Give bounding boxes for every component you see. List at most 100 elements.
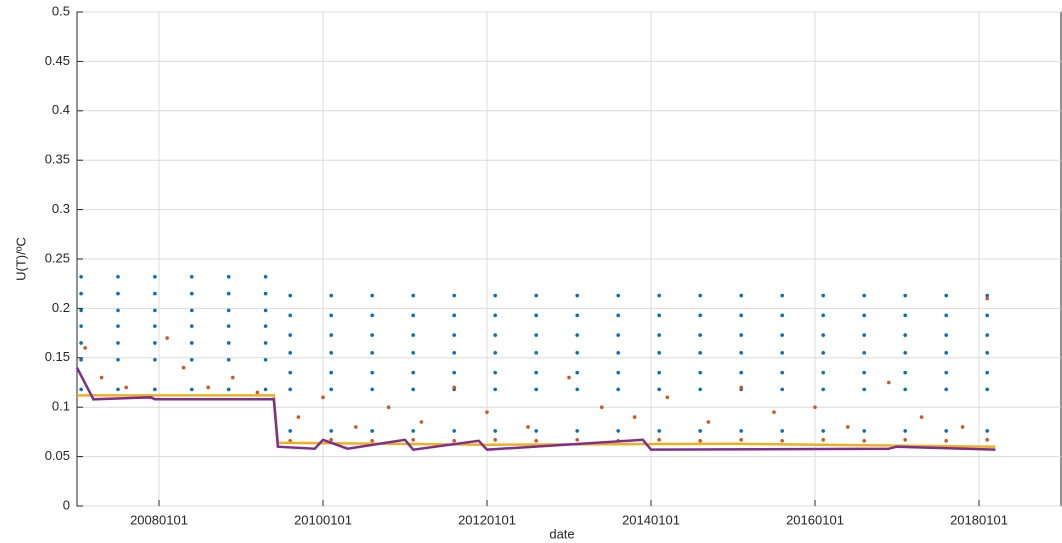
scatter-point [919, 415, 924, 419]
x-tick-label: 20100101 [294, 512, 352, 527]
scatter-point [944, 313, 948, 318]
y-tick-label: 0.05 [45, 448, 70, 463]
line [75, 367, 996, 452]
scatter-point [190, 274, 194, 279]
scatter-point [411, 313, 416, 318]
scatter-point [780, 333, 784, 337]
scatter-point [452, 351, 457, 355]
scatter-point [329, 351, 334, 355]
scatter-point [821, 293, 825, 298]
y-tick-label: 0 [63, 497, 70, 512]
scatter-point [116, 291, 120, 296]
scatter-point [944, 387, 948, 392]
scatter-point [79, 341, 83, 345]
scatter-point [493, 313, 498, 318]
scatter-point [698, 438, 702, 443]
scatter-point [79, 387, 83, 392]
scatter-point [79, 274, 83, 279]
scatter-point [616, 351, 620, 355]
scatter-point [862, 429, 866, 433]
scatter-point [903, 313, 907, 318]
scatter-point [903, 293, 907, 298]
scatter-point [575, 313, 579, 318]
scatter-point [263, 291, 268, 296]
scatter-point [411, 438, 416, 442]
scatter-point [452, 370, 457, 375]
scatter-point [79, 324, 83, 328]
scatter-point [567, 375, 571, 380]
scatter-point [226, 387, 231, 392]
scatter-point [452, 313, 457, 318]
scatter-point [79, 291, 83, 296]
scatter-point [255, 390, 260, 395]
scatter-point [452, 293, 457, 298]
scatter-point [780, 351, 784, 355]
scatter-point [616, 387, 620, 392]
scatter-point [153, 387, 157, 392]
scatter-point [153, 341, 157, 345]
scatter-point [165, 336, 169, 340]
scatter-point [739, 429, 743, 433]
scatter-point [862, 333, 866, 337]
scatter-point [190, 387, 194, 392]
scatter-point [985, 438, 989, 442]
scatter-point [944, 370, 948, 375]
scatter-point [780, 313, 784, 318]
x-tick-label: 20160101 [786, 512, 844, 527]
scatter-point [153, 308, 157, 313]
scatter-point [706, 420, 711, 424]
scatter-point [226, 274, 231, 279]
scatter-point [657, 293, 661, 298]
scatter-point [862, 370, 866, 375]
scatter-point [862, 438, 866, 443]
scatter-point [698, 429, 702, 433]
y-tick-label: 0.3 [52, 201, 70, 216]
scatter-point [862, 293, 866, 298]
scatter-point [698, 370, 702, 375]
scatter-point [632, 415, 637, 419]
scatter-point [739, 351, 743, 355]
scatter-point [288, 370, 293, 375]
scatter-point [534, 313, 538, 318]
scatter-point [206, 385, 210, 390]
scatter-point [288, 429, 293, 433]
scatter-point [739, 370, 743, 375]
scatter-point [226, 291, 231, 296]
y-tick-label: 0.4 [52, 102, 70, 117]
scatter-point [616, 370, 620, 375]
scatter-point [153, 324, 157, 328]
scatter-point [263, 274, 268, 279]
scatter-point [493, 387, 498, 392]
scatter-point [739, 385, 743, 390]
scatter-point [903, 438, 907, 442]
scatter-point [600, 405, 604, 410]
scatter-point [944, 438, 948, 443]
scatter-point [493, 293, 498, 298]
scatter-point [575, 351, 579, 355]
y-tick-label: 0.35 [45, 152, 70, 167]
scatter-point [329, 429, 334, 433]
scatter-point [821, 429, 825, 433]
scatter-point [575, 387, 579, 392]
scatter-point [329, 438, 334, 442]
scatter-point [116, 308, 120, 313]
scatter-point [575, 333, 579, 337]
scatter-point [944, 429, 948, 433]
y-tick-label: 0.45 [45, 53, 70, 68]
scatter-point [329, 370, 334, 375]
scatter-point [772, 410, 776, 414]
scatter-point [386, 405, 391, 410]
scatter-point [575, 370, 579, 375]
scatter-point [657, 370, 661, 375]
scatter-point [370, 429, 375, 433]
scatter-point [985, 387, 989, 392]
y-tick-label: 0.15 [45, 349, 70, 364]
scatter-point [985, 293, 989, 298]
scatter-point [116, 357, 120, 362]
scatter-point [846, 425, 850, 429]
scatter-point [288, 313, 293, 318]
scatter-point [226, 308, 231, 313]
scatter-point [419, 420, 424, 424]
scatter-point [903, 351, 907, 355]
